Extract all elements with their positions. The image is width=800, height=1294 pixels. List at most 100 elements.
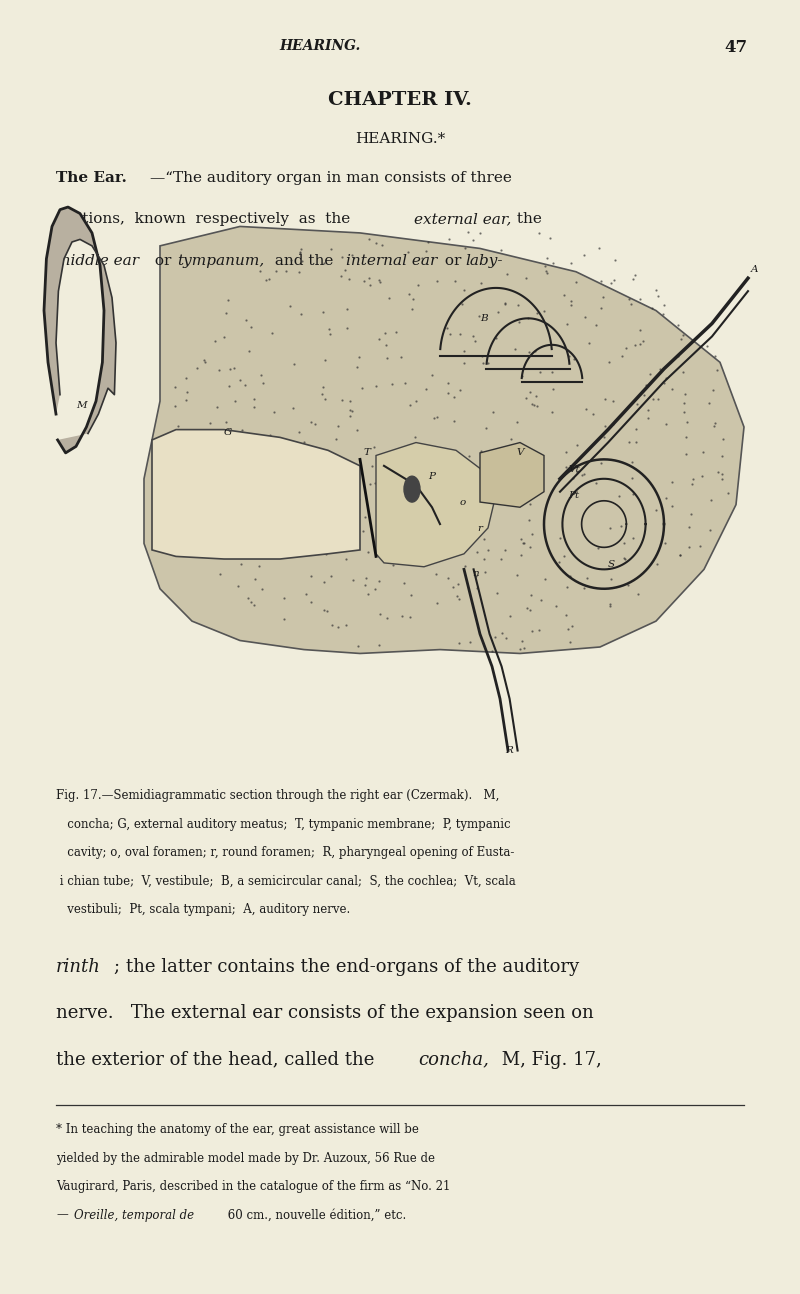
- Point: [533, 223, 546, 243]
- Point: [234, 369, 246, 389]
- Point: [442, 382, 454, 402]
- Point: [341, 299, 354, 320]
- Point: [605, 273, 618, 294]
- Point: [708, 413, 721, 433]
- Point: [715, 463, 728, 484]
- Text: middle ear: middle ear: [56, 254, 139, 268]
- Point: [343, 405, 356, 426]
- Point: [538, 568, 551, 589]
- Point: [474, 441, 487, 462]
- Point: [526, 524, 538, 545]
- Point: [253, 261, 266, 282]
- Point: [666, 379, 678, 400]
- Polygon shape: [152, 430, 360, 559]
- Point: [586, 404, 599, 424]
- Point: [285, 250, 298, 270]
- Point: [236, 538, 249, 559]
- Point: [371, 527, 384, 547]
- Point: [239, 311, 252, 331]
- Point: [650, 554, 663, 575]
- Point: [478, 528, 490, 549]
- Point: [378, 324, 391, 344]
- Point: [605, 569, 618, 590]
- Point: [522, 450, 535, 471]
- Point: [287, 534, 300, 555]
- Point: [396, 606, 409, 626]
- Text: concha,: concha,: [418, 1051, 490, 1069]
- Point: [385, 374, 398, 395]
- Text: laby-: laby-: [466, 254, 503, 268]
- Point: [235, 419, 248, 440]
- Point: [262, 431, 274, 452]
- Point: [510, 479, 522, 499]
- Point: [564, 295, 577, 316]
- Point: [201, 509, 214, 529]
- Point: [351, 635, 364, 656]
- Text: Vt: Vt: [568, 466, 580, 475]
- Point: [454, 324, 466, 344]
- Point: [654, 360, 666, 380]
- Point: [678, 384, 691, 405]
- Text: vestibuli;  Pt, scala tympani;  A, auditory nerve.: vestibuli; Pt, scala tympani; A, auditor…: [56, 903, 350, 916]
- Point: [503, 606, 516, 626]
- Point: [674, 545, 686, 565]
- Point: [494, 465, 507, 485]
- Point: [422, 538, 434, 559]
- Point: [305, 591, 318, 612]
- Point: [498, 540, 511, 560]
- Point: [331, 617, 344, 638]
- Point: [374, 604, 386, 625]
- Point: [351, 356, 364, 377]
- Point: [430, 563, 442, 584]
- Point: [430, 406, 443, 427]
- Point: [606, 414, 619, 435]
- Point: [495, 239, 508, 260]
- Point: [257, 373, 270, 393]
- Point: [442, 493, 454, 514]
- Text: Fig. 17.—Semidiagrammatic section through the right ear (Czermak).   M,: Fig. 17.—Semidiagrammatic section throug…: [56, 789, 499, 802]
- Point: [501, 264, 514, 285]
- Point: [295, 238, 308, 259]
- Point: [370, 233, 382, 254]
- Point: [472, 477, 485, 498]
- Point: [374, 272, 386, 292]
- Point: [286, 397, 299, 418]
- Text: M, Fig. 17,: M, Fig. 17,: [496, 1051, 602, 1069]
- Point: [575, 465, 588, 485]
- Text: rinth: rinth: [56, 958, 101, 976]
- Point: [710, 360, 723, 380]
- Point: [331, 415, 344, 436]
- Point: [634, 334, 646, 355]
- Point: [598, 388, 611, 409]
- Point: [596, 286, 609, 307]
- Point: [339, 615, 352, 635]
- Point: [334, 265, 347, 286]
- Point: [580, 399, 593, 419]
- Point: [681, 411, 694, 432]
- Point: [444, 324, 457, 344]
- Point: [539, 261, 552, 282]
- Point: [651, 286, 664, 307]
- Point: [499, 628, 512, 648]
- Point: [245, 446, 258, 467]
- Point: [318, 349, 331, 370]
- Point: [594, 270, 607, 291]
- Point: [539, 255, 552, 276]
- Point: [419, 465, 432, 485]
- Point: [685, 503, 698, 524]
- Point: [609, 250, 622, 270]
- Point: [658, 373, 670, 393]
- Point: [180, 382, 193, 402]
- Point: [280, 260, 293, 281]
- Point: [357, 520, 370, 541]
- Point: [262, 269, 275, 290]
- Point: [210, 397, 223, 418]
- Point: [372, 507, 385, 528]
- Point: [579, 307, 592, 327]
- Point: [541, 263, 554, 283]
- Point: [295, 304, 308, 325]
- Point: [278, 587, 290, 608]
- Point: [260, 496, 273, 516]
- Point: [682, 516, 695, 537]
- Point: [477, 353, 490, 374]
